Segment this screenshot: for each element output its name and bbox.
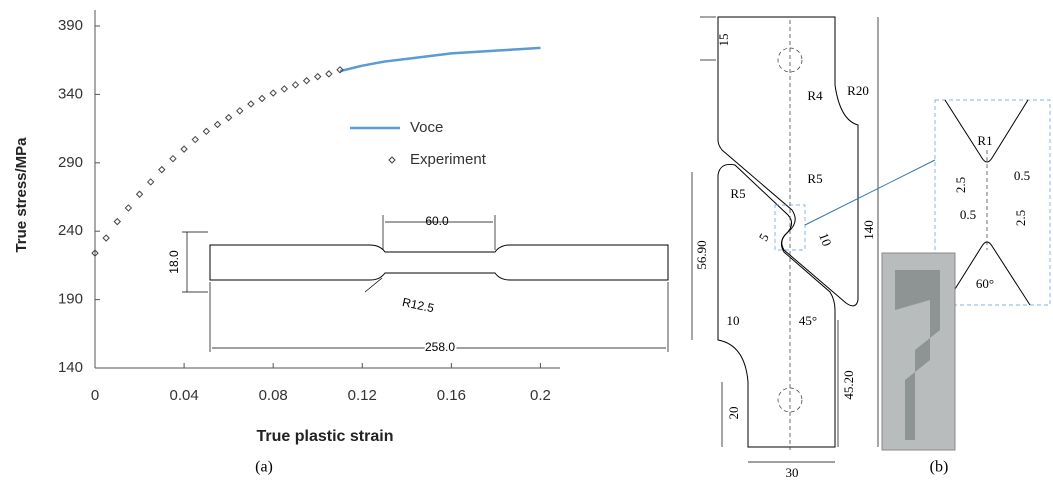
y-tick-label: 140 [58, 359, 83, 376]
dimension-label: 0.5 [960, 207, 976, 222]
dimension-label: 2.5 [1013, 210, 1028, 226]
experiment-point [113, 217, 121, 226]
experiment-point [202, 127, 211, 136]
experiment-point [124, 204, 133, 212]
experiment-point [102, 234, 110, 242]
dimension-label: 15 [716, 34, 731, 47]
panel-label: (a) [255, 459, 273, 476]
voce-line [339, 46, 541, 73]
experiment-point [236, 107, 244, 115]
dimension-label: R1 [977, 133, 992, 148]
x-tick-label: 0 [91, 387, 99, 404]
dimension-label: 45° [799, 313, 817, 328]
dimension-label: R12.5 [401, 295, 436, 315]
y-tick-label: 240 [58, 222, 83, 239]
y-axis-title: True stress/MPa [13, 137, 30, 253]
experiment-point [247, 100, 255, 108]
legend-label: Experiment [410, 151, 487, 168]
y-tick-label: 290 [58, 154, 83, 171]
dimension-label: R5 [807, 171, 822, 186]
legend-label: Voce [410, 119, 443, 136]
experiment-point [91, 249, 99, 257]
experiment-point [302, 77, 311, 85]
dimension-label: 5 [756, 231, 772, 244]
experiment-point [280, 85, 289, 93]
dimension-label: R20 [847, 83, 869, 98]
x-tick-label: 0.04 [169, 387, 198, 404]
experiment-point [146, 178, 155, 186]
dimension-label: 20 [726, 407, 741, 420]
x-tick-label: 0.08 [259, 387, 288, 404]
dimension-label: 0.5 [1014, 168, 1030, 183]
dimension-label: 140 [861, 220, 876, 240]
dimension-label: R5 [730, 186, 745, 201]
experiment-point [314, 72, 322, 81]
legend-swatch [388, 156, 396, 164]
x-tick-label: 0.2 [530, 387, 551, 404]
dimension-label: 30 [786, 465, 799, 480]
y-tick-label: 340 [58, 85, 83, 102]
experiment-point [213, 120, 222, 129]
experiment-point [224, 113, 233, 122]
experiment-point [258, 94, 266, 103]
experiment-point [169, 154, 177, 163]
experiment-point [180, 145, 188, 153]
experiment-point [135, 190, 144, 198]
dimension-label: 2.5 [953, 177, 968, 193]
x-tick-label: 0.12 [348, 387, 377, 404]
experiment-point [291, 81, 300, 89]
dimension-label: 56.90 [694, 240, 709, 269]
dimension-label: 45.20 [841, 370, 856, 399]
x-tick-label: 0.16 [437, 387, 466, 404]
dimension-label: 10 [816, 231, 835, 248]
y-tick-label: 390 [58, 17, 83, 34]
experiment-point [191, 135, 199, 144]
dimension-label: 258.0 [425, 340, 455, 354]
experiment-point [325, 70, 333, 78]
specimen-diagram: 15 R4 R20 R5 R5 5 10 56.90 140 10 45° 45… [691, 16, 1051, 480]
y-tick-label: 190 [58, 291, 83, 308]
dimension-label: R4 [807, 88, 823, 103]
experiment-point [158, 165, 166, 174]
dimension-label: 18.0 [167, 250, 181, 274]
experiment-point [269, 89, 277, 97]
experiment-point [336, 66, 344, 74]
dimension-label: 10 [727, 313, 740, 328]
dimension-label: 60.0 [425, 214, 449, 228]
panel-label: (b) [930, 459, 949, 476]
x-axis-title: True plastic strain [257, 428, 394, 445]
inset-specimen: 60.0 18.0 R12.5 258.0 [167, 214, 669, 356]
dimension-label: 60° [976, 276, 994, 291]
